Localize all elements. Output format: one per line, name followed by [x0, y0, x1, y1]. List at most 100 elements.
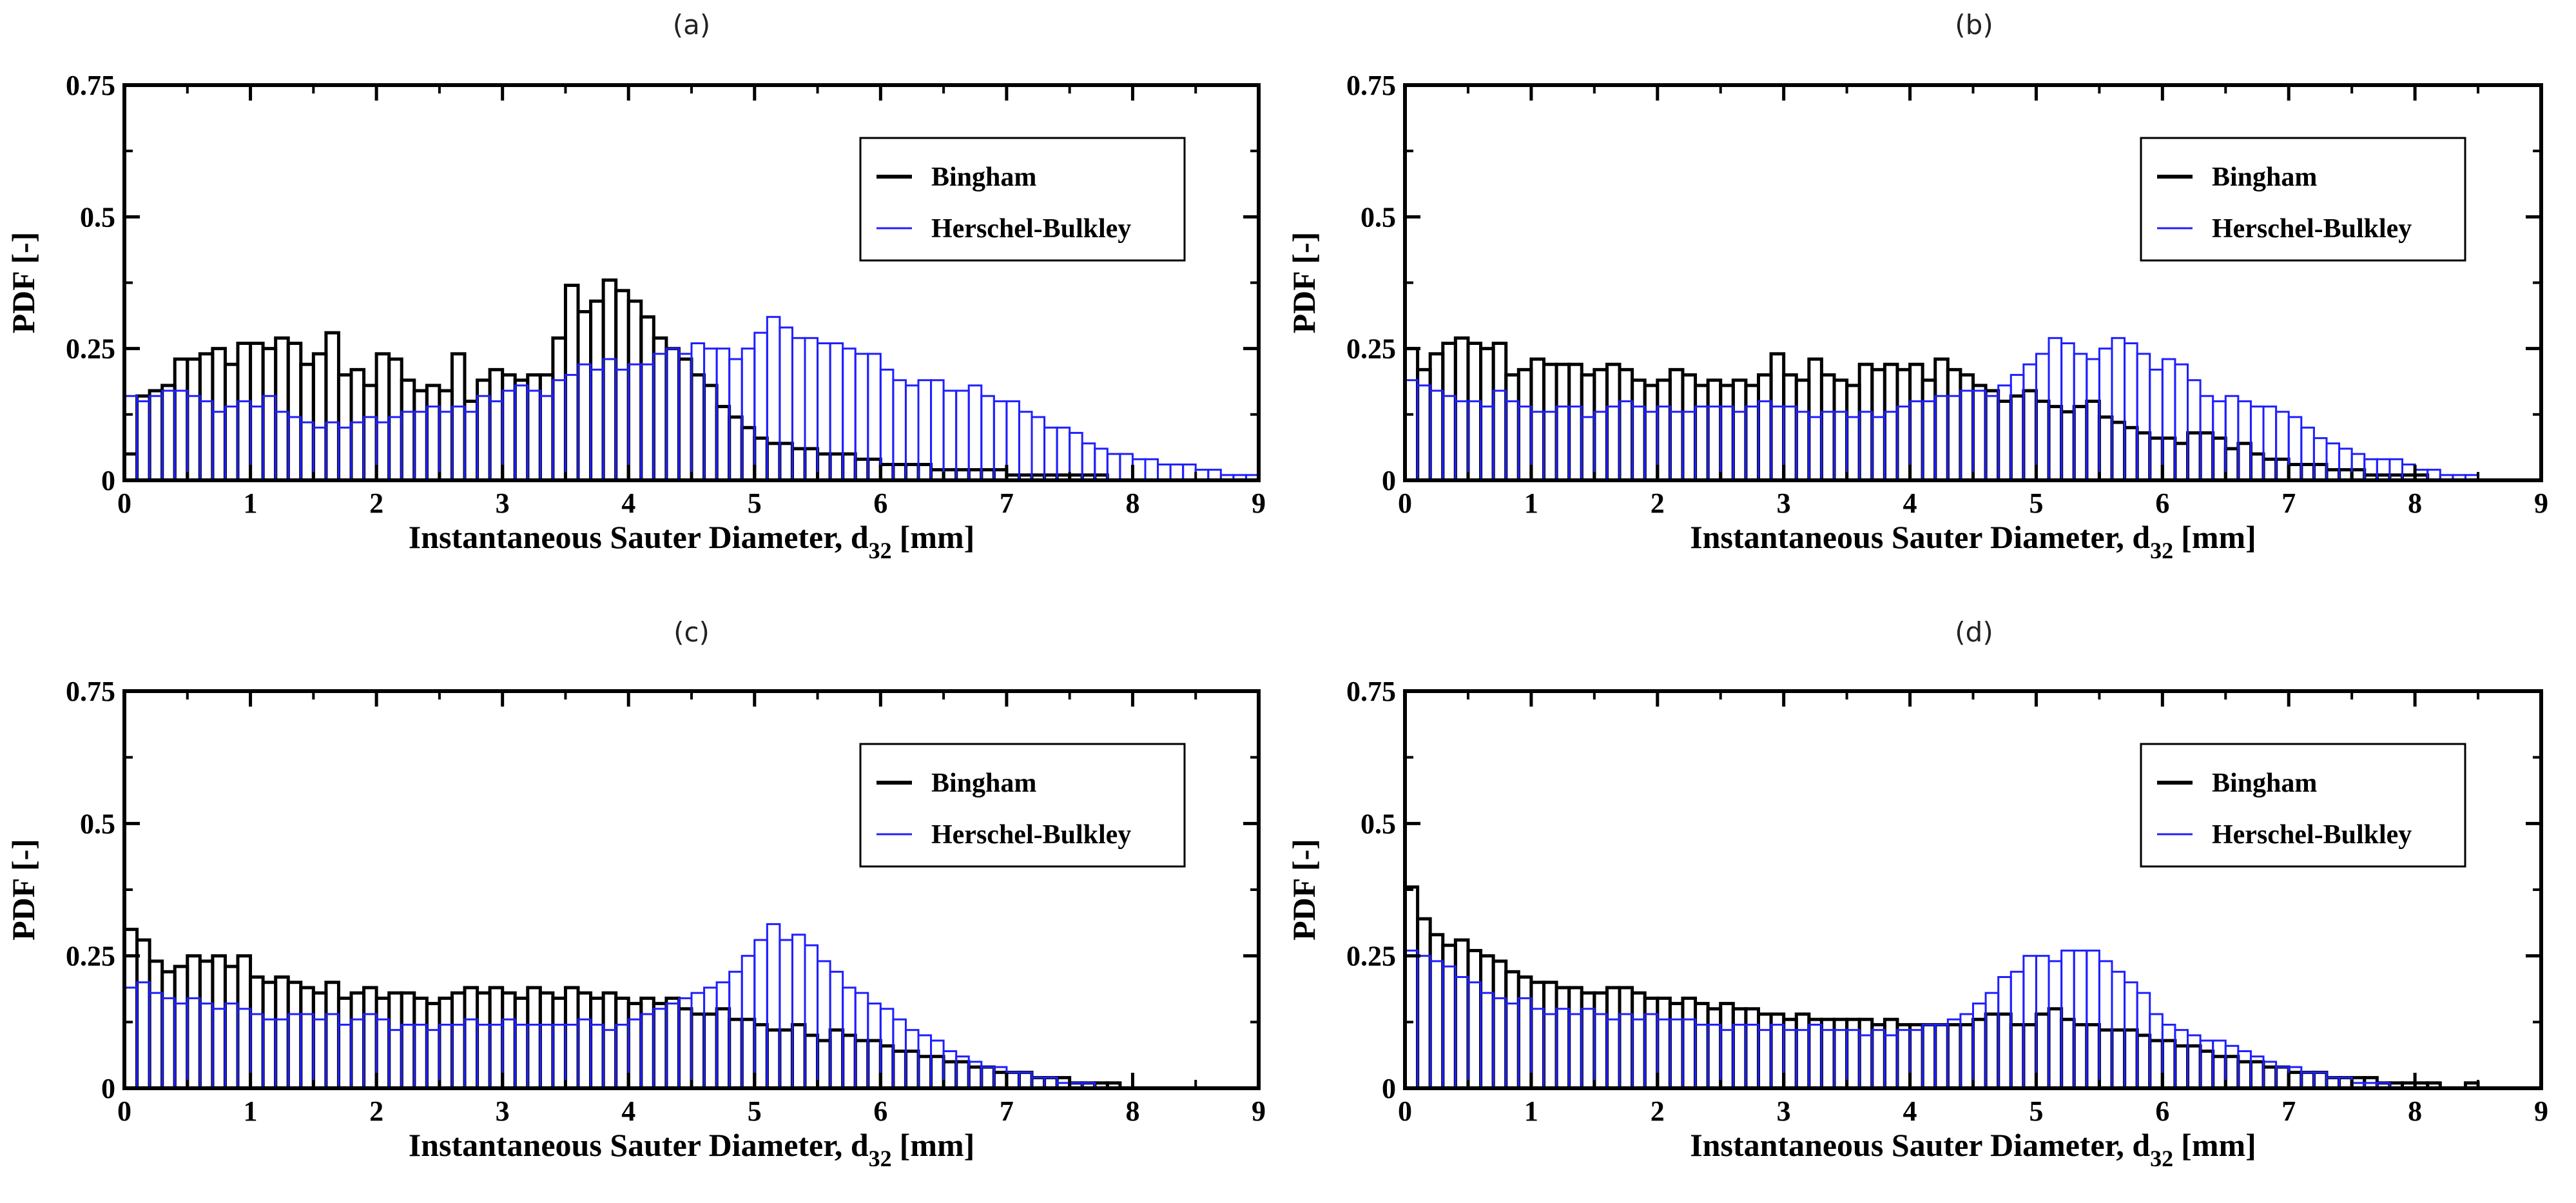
x-tick-label: 2	[1651, 1095, 1665, 1127]
legend-label: Bingham	[2212, 768, 2317, 798]
x-tick-label: 2	[369, 1095, 383, 1127]
x-axis-label-subscript: 32	[869, 538, 892, 563]
x-tick-label: 0	[117, 1095, 131, 1127]
x-tick-label: 0	[117, 487, 131, 519]
legend: Bingham Herschel-Bulkley	[859, 743, 1186, 868]
x-tick-label: 2	[1651, 487, 1665, 519]
legend-box	[859, 743, 1186, 868]
x-tick-label: 7	[1000, 487, 1014, 519]
legend: Bingham Herschel-Bulkley	[859, 137, 1186, 262]
x-tick-label: 6	[873, 1095, 887, 1127]
y-axis-label: PDF [-]	[1286, 839, 1322, 941]
legend-label: Herschel-Bulkley	[2212, 820, 2412, 850]
x-tick-label: 8	[2408, 487, 2422, 519]
y-tick-label: 0.5	[1361, 808, 1396, 839]
x-tick-label: 5	[748, 1095, 762, 1127]
x-tick-label: 7	[2281, 487, 2296, 519]
x-tick-label: 6	[2155, 487, 2169, 519]
x-axis-label-unit: [mm]	[2181, 1127, 2256, 1163]
chart-panel-b: (b) 0 1 2 3 4 5 6 7 8 9 0 0.25 0.5 0.75 Instantaneous S…	[1286, 9, 2548, 563]
y-tick-label: 0.75	[66, 676, 115, 707]
legend: Bingham Herschel-Bulkley	[2140, 137, 2466, 262]
x-tick-label: 5	[2029, 487, 2043, 519]
x-tick-label: 8	[1125, 487, 1139, 519]
x-tick-label: 8	[1125, 1095, 1139, 1127]
y-tick-label: 0	[101, 1073, 115, 1104]
y-tick-label: 0.75	[1346, 70, 1396, 101]
x-axis-label-subscript: 32	[2150, 538, 2173, 563]
x-tick-label: 5	[748, 487, 762, 519]
y-tick-label: 0.25	[66, 941, 115, 972]
x-tick-label: 3	[496, 1095, 510, 1127]
x-tick-label: 8	[2408, 1095, 2422, 1127]
legend-label: Herschel-Bulkley	[931, 820, 1131, 850]
x-tick-label: 1	[1524, 487, 1538, 519]
x-axis-label: Instantaneous Sauter Diameter, d32 [mm]	[1690, 1127, 2256, 1171]
x-tick-label: 1	[244, 1095, 258, 1127]
y-tick-label: 0	[101, 465, 115, 496]
legend-label: Herschel-Bulkley	[2212, 214, 2412, 244]
legend-label: Herschel-Bulkley	[931, 214, 1131, 244]
x-tick-label: 6	[873, 487, 887, 519]
legend-label: Bingham	[931, 162, 1036, 192]
panel-title: (d)	[1955, 616, 1993, 648]
x-tick-label: 1	[244, 487, 258, 519]
x-tick-label: 6	[2155, 1095, 2169, 1127]
x-axis-label-main: Instantaneous Sauter Diameter, d	[1690, 519, 2150, 555]
panel-title: (a)	[673, 9, 711, 41]
x-tick-label: 4	[1903, 1095, 1917, 1127]
x-tick-label: 9	[1252, 1095, 1266, 1127]
y-axis-label: PDF [-]	[5, 232, 41, 334]
y-tick-label: 0.75	[66, 70, 115, 101]
x-axis-label-main: Instantaneous Sauter Diameter, d	[409, 1127, 869, 1163]
x-tick-label: 4	[621, 487, 635, 519]
x-axis-label-main: Instantaneous Sauter Diameter, d	[409, 519, 869, 555]
x-axis-label-unit: [mm]	[900, 519, 975, 555]
y-axis-label: PDF [-]	[5, 839, 41, 941]
y-tick-label: 0.5	[80, 808, 115, 839]
x-tick-label: 1	[1524, 1095, 1538, 1127]
x-tick-label: 3	[1777, 1095, 1791, 1127]
panel-title: (b)	[1955, 9, 1993, 41]
x-axis-label: Instantaneous Sauter Diameter, d32 [mm]	[409, 1127, 975, 1171]
legend-box	[859, 137, 1186, 262]
y-tick-label: 0	[1382, 1073, 1396, 1104]
x-tick-label: 4	[621, 1095, 635, 1127]
legend-label: Bingham	[931, 768, 1036, 798]
x-axis-label-subscript: 32	[869, 1146, 892, 1171]
legend: Bingham Herschel-Bulkley	[2140, 743, 2466, 868]
x-tick-label: 5	[2029, 1095, 2043, 1127]
x-tick-label: 0	[1398, 1095, 1412, 1127]
y-tick-label: 0	[1382, 465, 1396, 496]
x-tick-label: 0	[1398, 487, 1412, 519]
x-axis-label-unit: [mm]	[900, 1127, 975, 1163]
x-tick-label: 4	[1903, 487, 1917, 519]
x-tick-label: 7	[1000, 1095, 1014, 1127]
x-axis-label-unit: [mm]	[2181, 519, 2256, 555]
x-tick-label: 3	[496, 487, 510, 519]
y-tick-label: 0.5	[1361, 201, 1396, 233]
y-axis-label: PDF [-]	[1286, 232, 1322, 334]
chart-panel-c: (c) 0 1 2 3 4 5 6 7 8 9 0 0.25 0.5 0.75 Instantaneous S…	[5, 616, 1266, 1171]
y-tick-label: 0.5	[80, 201, 115, 233]
x-axis-label-main: Instantaneous Sauter Diameter, d	[1690, 1127, 2150, 1163]
x-tick-label: 7	[2281, 1095, 2296, 1127]
x-tick-label: 2	[369, 487, 383, 519]
x-tick-label: 9	[1252, 487, 1266, 519]
x-axis-label-subscript: 32	[2150, 1146, 2173, 1171]
chart-panel-a: (a) 0 1 2 3 4 5 6 7 8 9 0 0.25 0.5 0.75 Instantaneous S…	[5, 9, 1266, 563]
y-tick-label: 0.75	[1346, 676, 1396, 707]
x-tick-label: 9	[2534, 1095, 2548, 1127]
panel-title: (c)	[673, 616, 710, 648]
legend-box	[2140, 137, 2466, 262]
x-tick-label: 3	[1777, 487, 1791, 519]
x-axis-label: Instantaneous Sauter Diameter, d32 [mm]	[409, 519, 975, 563]
legend-label: Bingham	[2212, 162, 2317, 192]
chart-panel-d: (d) 0 1 2 3 4 5 6 7 8 9 0 0.25 0.5 0.75 Instantaneous S…	[1286, 616, 2548, 1171]
y-tick-label: 0.25	[1346, 941, 1396, 972]
y-tick-label: 0.25	[1346, 333, 1396, 365]
x-axis-label: Instantaneous Sauter Diameter, d32 [mm]	[1690, 519, 2256, 563]
legend-box	[2140, 743, 2466, 868]
x-tick-label: 9	[2534, 487, 2548, 519]
